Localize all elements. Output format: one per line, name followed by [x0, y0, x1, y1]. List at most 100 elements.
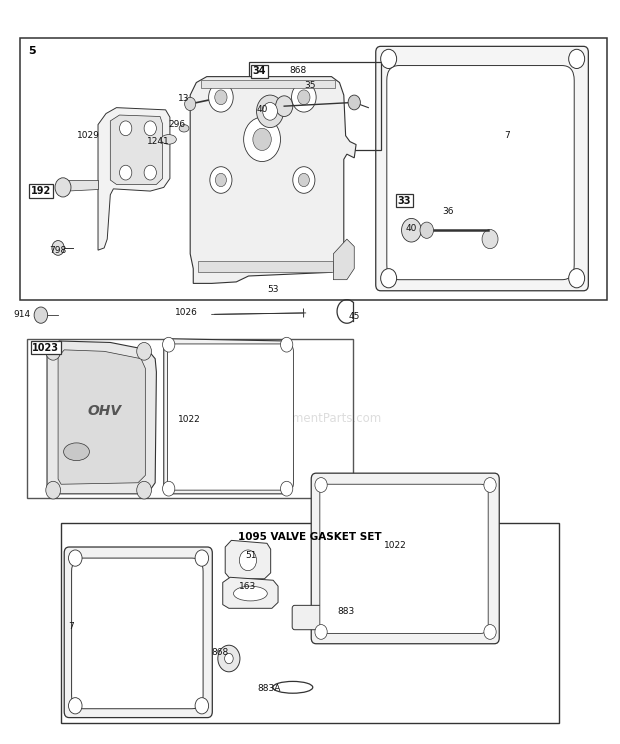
Polygon shape	[47, 341, 156, 494]
Circle shape	[137, 342, 151, 360]
Bar	[61, 523, 559, 722]
Circle shape	[144, 165, 156, 180]
Ellipse shape	[161, 135, 176, 144]
Polygon shape	[334, 239, 354, 280]
Bar	[27, 339, 353, 498]
Bar	[201, 80, 335, 88]
Circle shape	[34, 307, 48, 323]
Text: 35: 35	[304, 81, 316, 90]
Circle shape	[162, 481, 175, 496]
Text: 33: 33	[397, 196, 411, 205]
Circle shape	[569, 49, 585, 68]
Circle shape	[402, 219, 421, 242]
Text: 868: 868	[211, 648, 229, 657]
Circle shape	[315, 478, 327, 493]
Ellipse shape	[234, 586, 267, 601]
Circle shape	[120, 121, 132, 135]
Circle shape	[263, 103, 277, 121]
Text: 296: 296	[169, 120, 186, 129]
Polygon shape	[190, 77, 356, 283]
Text: 883: 883	[338, 608, 355, 617]
Text: 34: 34	[253, 66, 267, 77]
Text: 868: 868	[289, 66, 306, 75]
Circle shape	[257, 95, 283, 127]
Text: 1022: 1022	[178, 415, 201, 425]
Text: 914: 914	[14, 310, 31, 319]
Circle shape	[162, 337, 175, 352]
Bar	[393, 191, 516, 265]
Circle shape	[46, 342, 61, 360]
Circle shape	[244, 118, 280, 161]
Circle shape	[484, 478, 496, 493]
Text: 40: 40	[257, 105, 268, 114]
Ellipse shape	[179, 125, 189, 132]
Bar	[20, 38, 607, 301]
Circle shape	[185, 97, 196, 111]
Circle shape	[52, 240, 64, 255]
Text: 1241: 1241	[147, 137, 170, 146]
Text: 1026: 1026	[175, 308, 198, 317]
Circle shape	[215, 90, 227, 105]
Text: OHV: OHV	[87, 404, 122, 418]
Circle shape	[224, 653, 233, 664]
Circle shape	[482, 229, 498, 248]
Circle shape	[120, 165, 132, 180]
Circle shape	[253, 128, 272, 150]
Text: 7: 7	[69, 622, 74, 631]
Circle shape	[46, 481, 61, 499]
Text: 13: 13	[178, 94, 189, 103]
FancyBboxPatch shape	[311, 473, 499, 644]
Circle shape	[381, 49, 397, 68]
Circle shape	[420, 222, 433, 238]
Text: 1095 VALVE GASKET SET: 1095 VALVE GASKET SET	[238, 532, 382, 542]
FancyBboxPatch shape	[387, 65, 574, 280]
Text: 163: 163	[239, 582, 257, 591]
Text: 7: 7	[503, 131, 510, 140]
Text: eReplacementParts.com: eReplacementParts.com	[238, 412, 382, 425]
Text: 40: 40	[405, 223, 417, 233]
Circle shape	[69, 550, 82, 566]
Circle shape	[280, 337, 293, 352]
Text: 798: 798	[49, 246, 66, 254]
Text: 1023: 1023	[32, 343, 60, 353]
Circle shape	[291, 83, 316, 112]
Circle shape	[381, 269, 397, 288]
Circle shape	[315, 624, 327, 639]
Text: 36: 36	[442, 207, 454, 216]
Polygon shape	[98, 108, 170, 250]
FancyBboxPatch shape	[376, 46, 588, 291]
Circle shape	[239, 550, 257, 571]
Circle shape	[208, 83, 233, 112]
FancyBboxPatch shape	[71, 558, 203, 709]
Polygon shape	[225, 540, 271, 579]
Text: 5: 5	[29, 45, 36, 56]
Text: 45: 45	[348, 312, 360, 321]
Polygon shape	[110, 115, 162, 185]
Polygon shape	[58, 180, 98, 191]
Circle shape	[215, 173, 226, 187]
Polygon shape	[58, 350, 145, 484]
Bar	[198, 261, 334, 272]
Bar	[249, 62, 381, 150]
Circle shape	[298, 173, 309, 187]
Text: 1022: 1022	[384, 541, 407, 550]
Circle shape	[280, 481, 293, 496]
Circle shape	[348, 95, 360, 110]
Circle shape	[144, 121, 156, 135]
Circle shape	[484, 624, 496, 639]
Circle shape	[569, 269, 585, 288]
FancyBboxPatch shape	[292, 606, 333, 629]
Text: 192: 192	[31, 186, 51, 196]
Circle shape	[195, 698, 208, 714]
Circle shape	[298, 90, 310, 105]
Text: 53: 53	[267, 285, 278, 294]
FancyBboxPatch shape	[64, 547, 212, 718]
Circle shape	[69, 698, 82, 714]
FancyBboxPatch shape	[320, 484, 488, 633]
Circle shape	[55, 178, 71, 197]
Circle shape	[293, 167, 315, 193]
Circle shape	[137, 481, 151, 499]
Polygon shape	[164, 339, 293, 494]
Circle shape	[195, 550, 208, 566]
Text: 1029: 1029	[76, 131, 99, 140]
